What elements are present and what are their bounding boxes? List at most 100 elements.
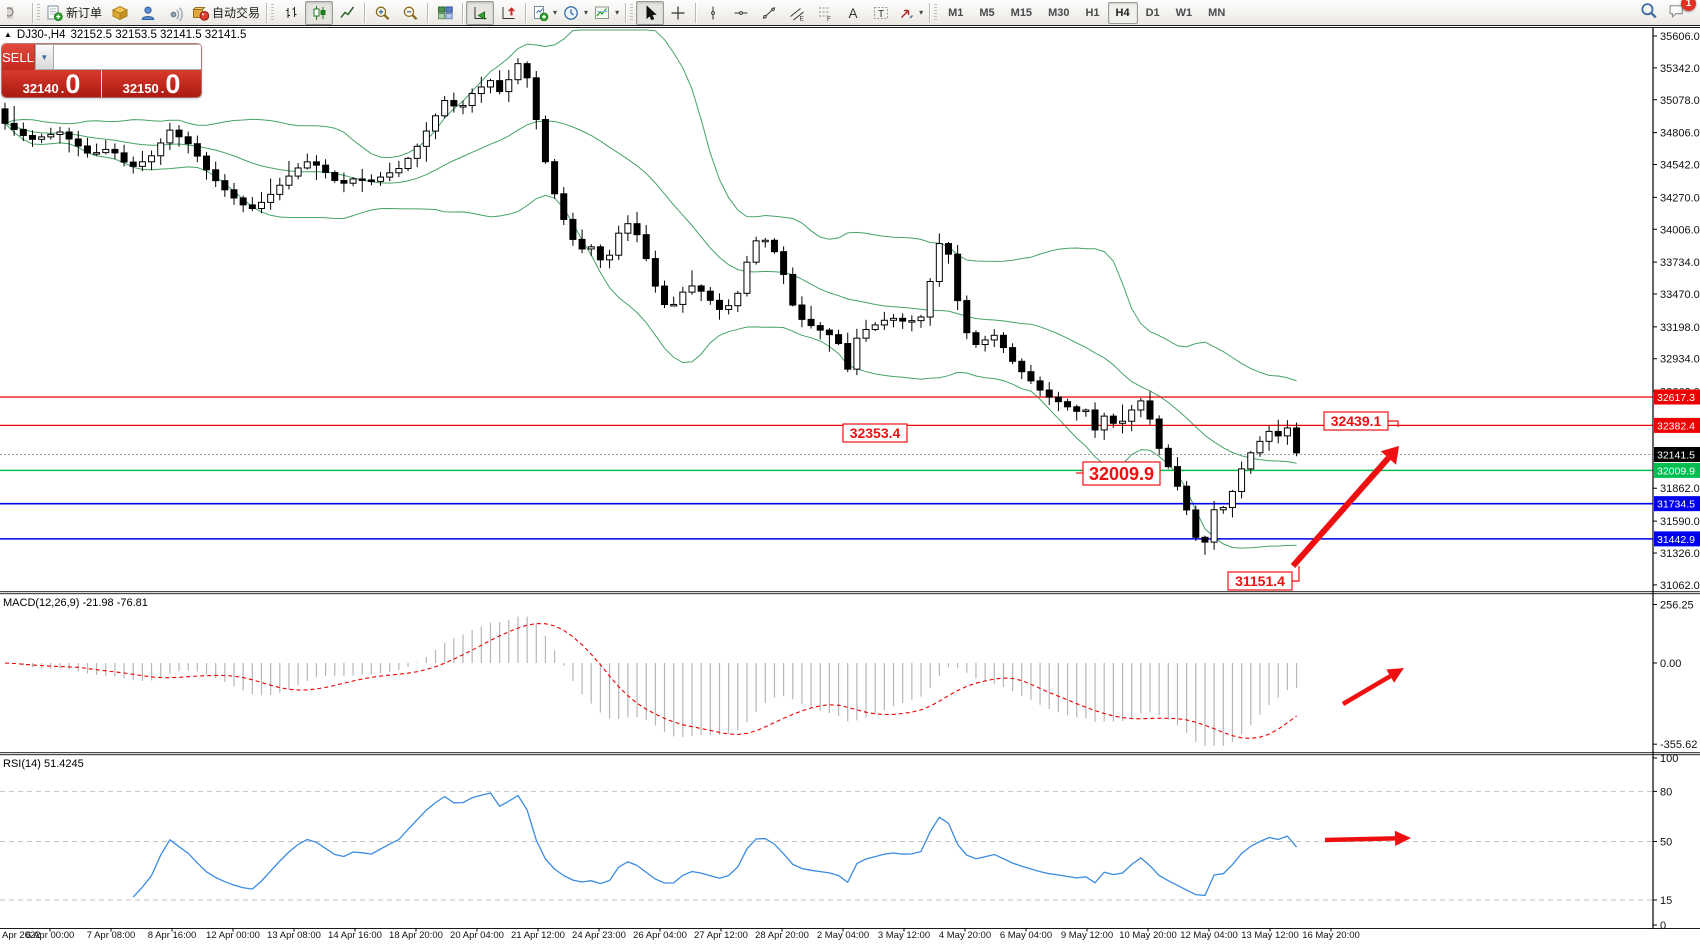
toolbar-grip[interactable] [271, 3, 275, 22]
price-annotation-text: 32009.9 [1089, 464, 1154, 484]
price-tick-label: 35078.0 [1660, 95, 1700, 107]
volume-input[interactable] [53, 44, 201, 70]
toolbar-grip[interactable] [630, 3, 634, 22]
price-annotation-text: 32439.1 [1331, 413, 1382, 429]
price-tick-label: 35342.0 [1660, 63, 1700, 75]
clipped-chart-icon-button[interactable] [1, 1, 29, 25]
time-tick-label: 8 Apr 16:00 [148, 930, 197, 941]
price-badge [1654, 462, 1700, 478]
timeframe-mn-button[interactable]: MN [1208, 6, 1226, 19]
search-button[interactable] [1640, 2, 1658, 24]
indicators-button[interactable]: ▾ [591, 1, 622, 25]
chart-shift-button[interactable] [494, 1, 522, 25]
horizontal-line-icon [734, 10, 748, 15]
auto-trading-button[interactable]: 自动交易 [189, 1, 263, 25]
zoom-out-icon [403, 6, 417, 20]
timeframe-h1-button[interactable]: H1 [1085, 6, 1100, 19]
trendline-button[interactable] [755, 1, 783, 25]
cursor-icon [646, 4, 657, 20]
volume-decrease-button[interactable]: ▼ [34, 44, 54, 70]
zoom-in-button[interactable] [368, 1, 396, 25]
new-order-button[interactable]: 新订单 [43, 1, 105, 25]
indicators-icon [595, 6, 610, 19]
price-badge [1654, 531, 1700, 547]
toolbar-separator [625, 2, 627, 23]
timeframe-m1-button[interactable]: M1 [948, 6, 964, 19]
price-badge [1654, 389, 1700, 405]
time-tick-label: 24 Apr 23:00 [572, 930, 626, 941]
periods-button[interactable]: ▾ [560, 1, 591, 25]
signals-button[interactable] [161, 1, 189, 25]
sell-button[interactable]: SELL [2, 44, 34, 70]
zoom-out-button[interactable] [396, 1, 424, 25]
buy-price-panel[interactable]: 32150. 0 [122, 69, 181, 98]
price-tick-label: 33734.0 [1660, 257, 1700, 269]
tile-windows-icon [437, 6, 453, 19]
time-tick-label: 4 May 20:00 [939, 930, 991, 941]
buy-price-big-digit: 0 [165, 69, 181, 98]
timeframe-m5-button[interactable]: M5 [979, 6, 995, 19]
timeframe-m15-button[interactable]: M15 [1010, 6, 1033, 19]
tile-windows-button[interactable] [431, 1, 459, 25]
toolbar-separator [266, 2, 268, 23]
svg-text:T: T [878, 9, 884, 20]
trend-arrow[interactable] [1324, 836, 1396, 843]
chart-title-bar: ▲ DJ30-,H4 32152.5 32153.5 32141.5 32141… [4, 29, 246, 41]
time-tick-label: 13 Apr 08:00 [267, 930, 321, 941]
notifications-button[interactable]: 1 [1668, 0, 1696, 24]
price-tick-label: 32934.0 [1660, 354, 1700, 366]
toolbar-grip[interactable] [37, 3, 40, 22]
line-chart-button[interactable] [333, 1, 361, 25]
timeframe-d1-button[interactable]: D1 [1145, 6, 1160, 19]
trend-arrow-head [1394, 830, 1411, 847]
price-annotation-box[interactable] [1082, 461, 1161, 486]
price-annotation-box[interactable] [842, 423, 908, 443]
price-badge [1654, 446, 1700, 462]
text-icon: A [848, 6, 857, 21]
text-button[interactable]: A [839, 1, 867, 25]
line-chart-icon [339, 6, 354, 18]
fibonacci-button[interactable]: F [811, 1, 839, 25]
sell-price-panel[interactable]: 32140. 0 [22, 69, 81, 98]
trend-arrow-head [1380, 446, 1399, 465]
equidistant-channel-button[interactable]: E [783, 1, 811, 25]
new-chart-icon [534, 5, 549, 21]
crosshair-button[interactable] [664, 1, 692, 25]
text-label-button[interactable]: T [867, 1, 895, 25]
toolbar-separator [364, 2, 366, 23]
price-annotation-box[interactable] [1323, 411, 1389, 431]
new-chart-button[interactable]: ▾ [529, 1, 560, 25]
clipped-chart-icon [6, 6, 14, 19]
one-click-collapse-icon[interactable]: ▲ [4, 30, 12, 39]
crosshair-icon [671, 6, 685, 19]
bar-chart-button[interactable] [277, 1, 305, 25]
auto-scroll-button[interactable] [466, 0, 495, 25]
trend-arrow[interactable] [1290, 456, 1391, 568]
time-tick-label: 10 May 20:00 [1119, 930, 1177, 941]
timeframe-h4-button[interactable]: H4 [1107, 1, 1138, 24]
horizontal-line-button[interactable] [727, 1, 755, 25]
price-badge-text: 32009.9 [1657, 465, 1695, 477]
timeframe-m30-button[interactable]: M30 [1048, 6, 1070, 19]
price-axis[interactable]: 35606.0 35342.0 35078.0 34806.0 34542.0 34270… [1653, 31, 1700, 932]
new-order-label: 新订单 [66, 6, 103, 20]
arrows-button[interactable]: ▾ [895, 1, 926, 25]
trend-arrow[interactable] [1341, 674, 1392, 706]
time-tick-label: 26 Apr 04:00 [633, 930, 687, 941]
time-tick-label: 12 May 04:00 [1180, 930, 1238, 941]
cursor-button[interactable] [636, 0, 665, 25]
arrows-icon [901, 9, 914, 18]
market-watch-button[interactable] [133, 1, 161, 25]
timeframe-w1-button[interactable]: W1 [1175, 6, 1193, 19]
sell-price-main: 32140 [22, 81, 59, 96]
price-annotation-box[interactable] [1227, 571, 1293, 591]
candlestick-chart-button[interactable] [305, 0, 334, 25]
history-center-button[interactable] [105, 1, 133, 25]
price-annotation-text: 31151.4 [1235, 573, 1285, 589]
toolbar-separator [32, 2, 33, 23]
chevron-down-icon: ▾ [919, 8, 924, 17]
vertical-line-button[interactable] [699, 1, 727, 25]
